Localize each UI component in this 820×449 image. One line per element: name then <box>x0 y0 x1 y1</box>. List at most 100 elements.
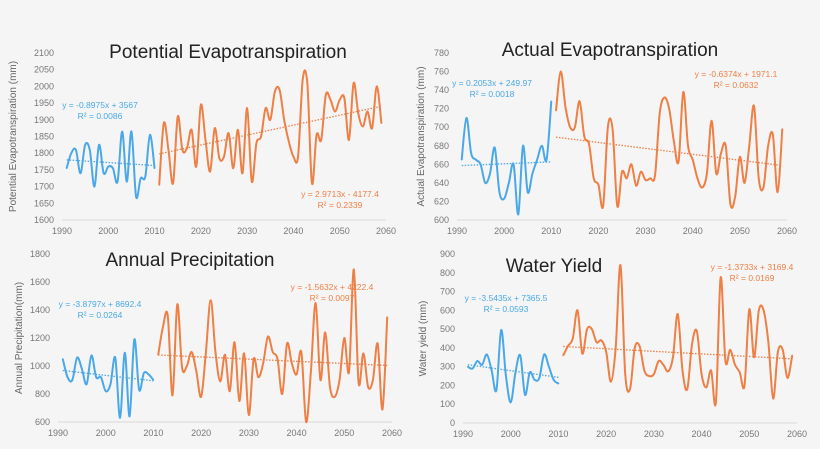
y-tick-label: 620 <box>434 196 449 206</box>
data-point-future <box>167 149 170 151</box>
chart-pet: 1990 2000 2010 2020 2030 2040 2050 2060 1600 1650… <box>8 42 396 236</box>
y-tick-label: 1900 <box>34 115 54 125</box>
data-point-future <box>224 354 226 356</box>
data-point-future <box>701 186 703 189</box>
y-tick-label: 700 <box>440 287 455 297</box>
data-point-future <box>306 82 309 84</box>
x-tick-label: 2040 <box>683 226 703 236</box>
y-tick-label: 100 <box>440 399 455 409</box>
trendline-future <box>555 136 783 167</box>
data-point-future <box>767 341 770 344</box>
data-point-future <box>295 373 298 376</box>
data-point-future <box>190 129 193 131</box>
data-point-future <box>605 350 607 353</box>
y-tick-label: 500 <box>440 324 455 334</box>
data-point-future <box>781 128 784 130</box>
data-point-historical <box>476 360 479 362</box>
x-tick-label: 2050 <box>330 226 350 236</box>
data-point-future <box>343 337 346 339</box>
y-axis-label: Annual Precipitation(mm) <box>14 282 25 394</box>
data-point-future <box>381 408 384 411</box>
y-tick-label: 1800 <box>30 249 50 259</box>
data-point-future <box>348 139 350 141</box>
y-tick-label: 1850 <box>34 132 54 142</box>
data-point-future <box>640 170 642 173</box>
data-point-future <box>375 85 378 88</box>
data-point-future <box>657 360 660 362</box>
data-point-future <box>724 360 727 362</box>
data-point-historical <box>85 383 88 386</box>
trendline-historical <box>66 159 155 167</box>
data-point-historical <box>557 382 560 385</box>
y-tick-label: 1600 <box>30 277 50 287</box>
data-point-historical <box>519 354 522 357</box>
data-point-future <box>786 377 789 379</box>
data-point-future <box>743 384 746 387</box>
data-point-historical <box>489 172 491 175</box>
data-point-future <box>200 396 202 398</box>
data-point-historical <box>522 144 524 147</box>
data-point-future <box>195 165 198 168</box>
data-point-future <box>158 184 160 186</box>
data-point-historical <box>102 172 105 175</box>
series-line-future <box>562 264 794 407</box>
data-point-future <box>329 98 332 101</box>
data-point-historical <box>81 368 83 370</box>
data-point-future <box>223 155 225 158</box>
data-point-future <box>633 347 636 349</box>
x-tick-label: 2010 <box>145 226 165 236</box>
data-point-future <box>348 370 350 373</box>
data-point-future <box>621 170 623 173</box>
data-point-future <box>283 119 285 121</box>
x-tick-label: 2060 <box>787 429 807 439</box>
data-point-historical <box>493 146 496 149</box>
x-tick-label: 2020 <box>596 429 616 439</box>
data-point-future <box>583 135 586 138</box>
data-point-future <box>176 303 179 306</box>
data-point-future <box>743 182 746 184</box>
data-point-historical <box>475 158 477 161</box>
y-tick-label: 740 <box>434 85 449 95</box>
data-point-future <box>181 366 183 369</box>
data-point-historical <box>470 152 472 154</box>
y-tick-label: 1750 <box>34 165 54 175</box>
data-point-future <box>706 172 708 175</box>
data-point-future <box>357 112 360 114</box>
data-point-historical <box>143 372 145 374</box>
data-point-future <box>667 370 669 373</box>
trend-r2-historical: R² = 0.0593 <box>484 304 529 314</box>
data-point-future <box>311 182 313 185</box>
data-point-future <box>569 126 571 129</box>
data-point-future <box>586 328 588 330</box>
data-point-historical <box>71 379 74 381</box>
data-point-future <box>559 70 562 73</box>
data-point-historical <box>526 191 529 193</box>
data-point-historical <box>533 379 536 381</box>
data-point-future <box>228 390 231 393</box>
data-point-future <box>555 109 557 112</box>
data-point-future <box>668 107 670 110</box>
data-point-future <box>300 351 303 353</box>
x-tick-label: 2060 <box>777 226 797 236</box>
data-point-historical <box>509 401 512 404</box>
data-point-future <box>176 115 179 118</box>
data-point-future <box>602 205 604 207</box>
data-point-future <box>616 205 619 207</box>
data-point-future <box>238 400 241 402</box>
data-point-future <box>281 393 284 395</box>
data-point-future <box>777 350 779 353</box>
data-point-future <box>204 139 207 141</box>
y-axis-label: Potential Evapotranspiration (mm) <box>8 61 19 212</box>
x-tick-label: 2000 <box>494 226 514 236</box>
data-point-future <box>301 78 304 81</box>
data-point-future <box>255 142 258 144</box>
data-point-future <box>686 388 689 391</box>
data-point-future <box>305 421 307 423</box>
y-tick-label: 600 <box>440 305 455 315</box>
x-tick-label: 2010 <box>548 429 568 439</box>
trendline-future <box>563 345 793 360</box>
data-point-future <box>227 132 230 134</box>
data-point-historical <box>517 213 520 216</box>
data-point-historical <box>481 363 483 366</box>
data-point-historical <box>119 417 121 419</box>
